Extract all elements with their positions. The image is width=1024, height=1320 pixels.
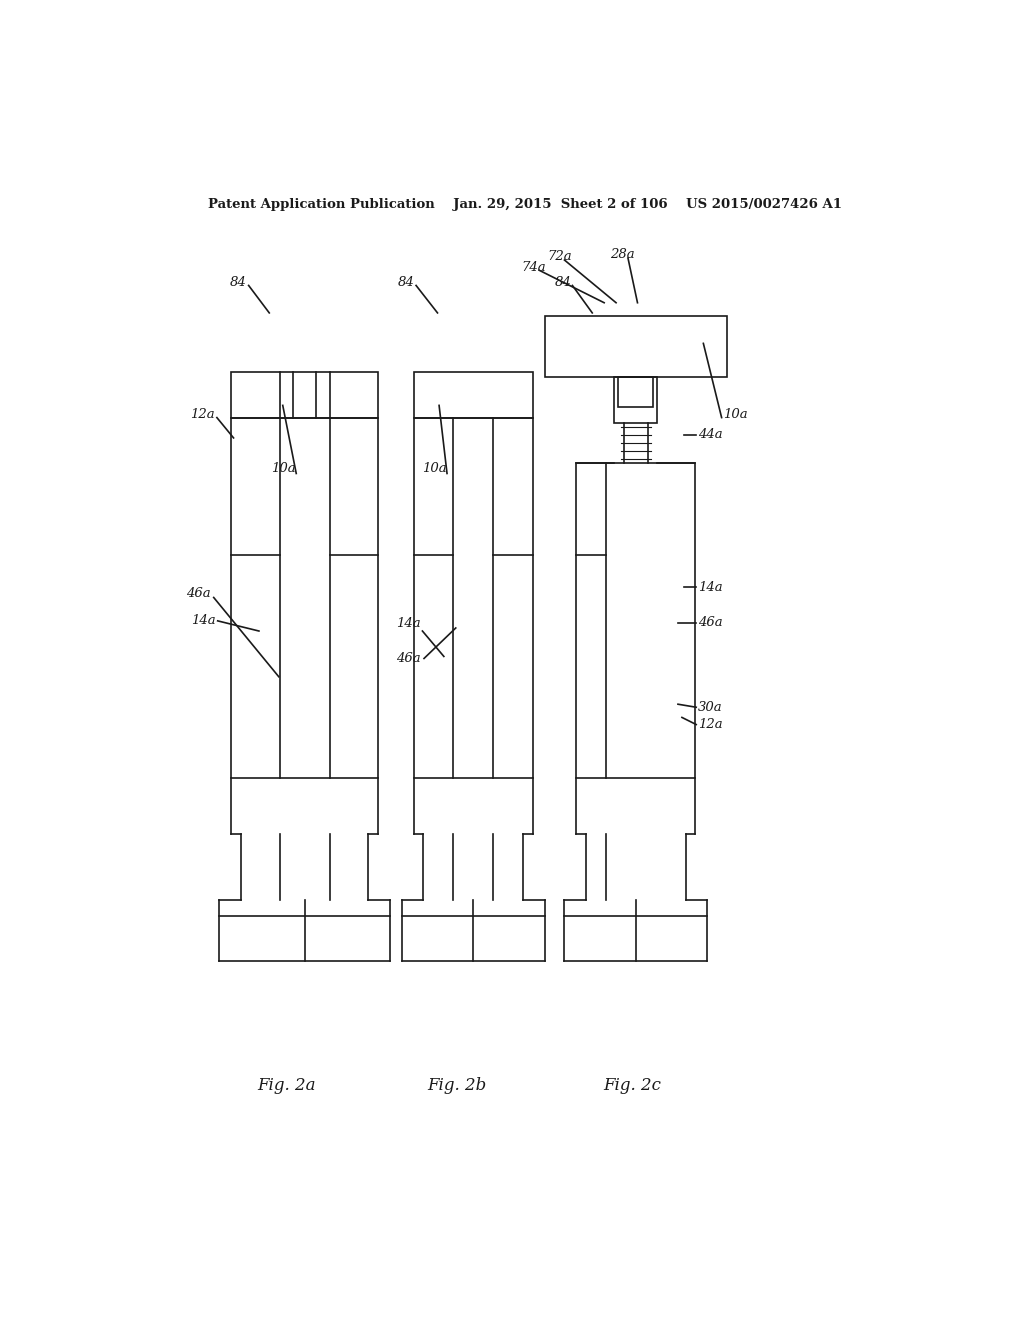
Text: 74a: 74a xyxy=(521,260,546,273)
Text: 46a: 46a xyxy=(186,587,211,599)
Text: 84: 84 xyxy=(555,276,571,289)
Text: 10a: 10a xyxy=(723,408,748,421)
Bar xyxy=(231,372,378,417)
Text: 84: 84 xyxy=(229,276,247,289)
Text: 44a: 44a xyxy=(697,429,722,441)
Bar xyxy=(618,378,653,408)
Text: 28a: 28a xyxy=(610,248,635,261)
Text: 14a: 14a xyxy=(396,618,421,631)
Bar xyxy=(414,372,532,417)
Text: Fig. 2c: Fig. 2c xyxy=(603,1077,660,1094)
Bar xyxy=(414,417,532,779)
Text: 12a: 12a xyxy=(697,718,722,731)
Text: 10a: 10a xyxy=(422,462,446,475)
Bar xyxy=(614,378,657,422)
Text: 10a: 10a xyxy=(270,462,296,475)
Text: 30a: 30a xyxy=(697,701,722,714)
Bar xyxy=(545,315,727,378)
Text: Patent Application Publication    Jan. 29, 2015  Sheet 2 of 106    US 2015/00274: Patent Application Publication Jan. 29, … xyxy=(208,198,842,211)
Text: 46a: 46a xyxy=(697,616,722,630)
Text: 14a: 14a xyxy=(191,614,216,627)
Bar xyxy=(577,463,695,779)
Text: Fig. 2a: Fig. 2a xyxy=(257,1077,316,1094)
Bar xyxy=(231,417,378,779)
Text: 72a: 72a xyxy=(547,251,571,264)
Text: 46a: 46a xyxy=(396,652,421,665)
Text: Fig. 2b: Fig. 2b xyxy=(428,1077,487,1094)
Text: 12a: 12a xyxy=(189,408,214,421)
Text: 14a: 14a xyxy=(697,581,722,594)
Text: 84: 84 xyxy=(397,276,415,289)
